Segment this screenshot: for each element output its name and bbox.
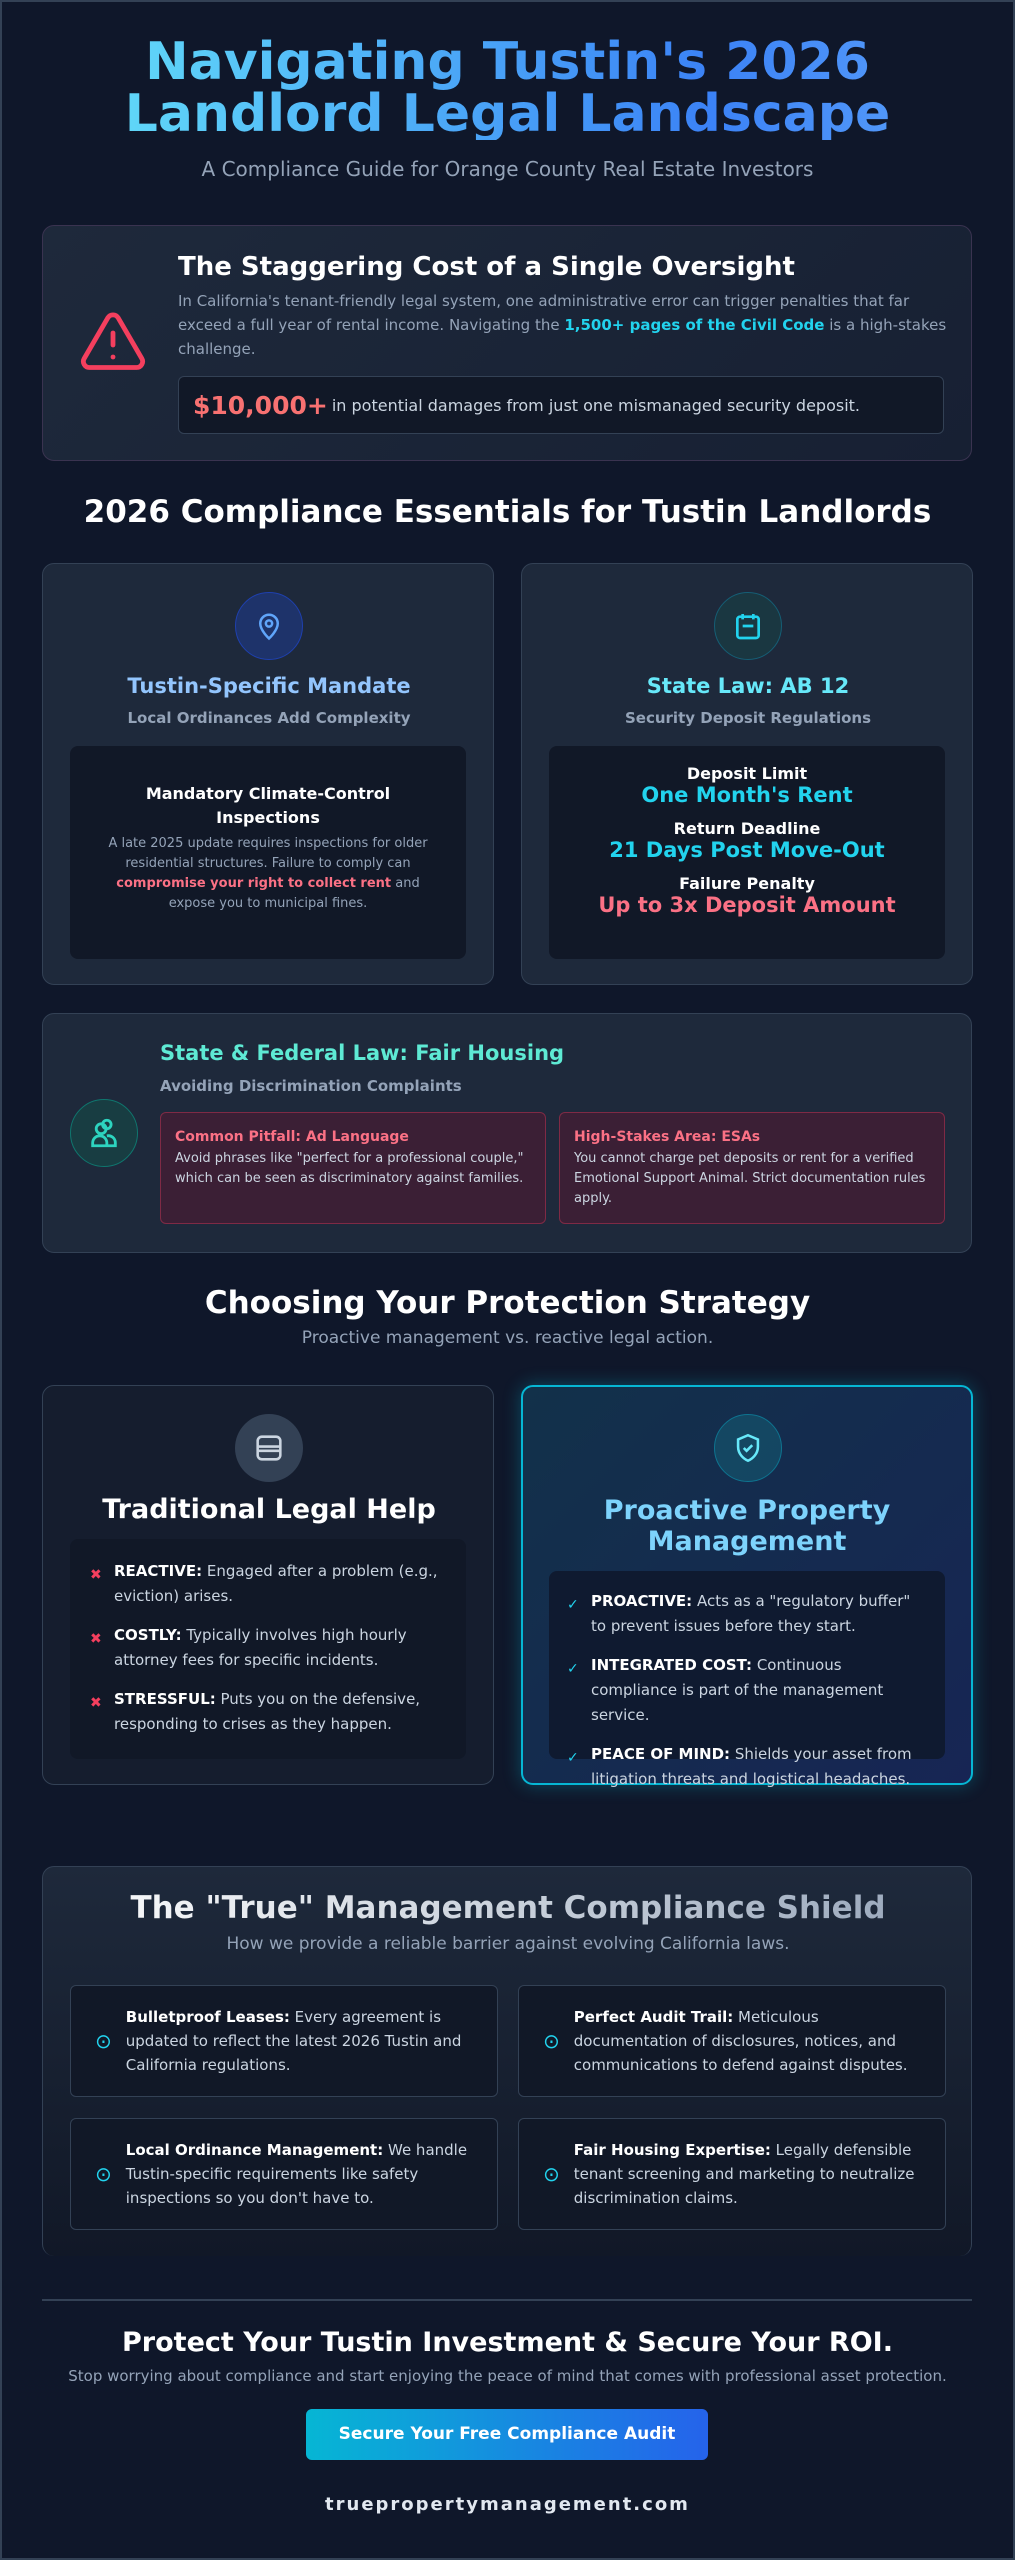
deposit-limit-label: Deposit Limit bbox=[686, 764, 808, 783]
list-item: ✓ PEACE OF MIND: Shields your asset from … bbox=[567, 1742, 929, 1792]
deposit-limit-value: One Month's Rent bbox=[641, 783, 853, 807]
return-deadline-label: Return Deadline bbox=[673, 819, 821, 838]
fair-housing-subtitle: Avoiding Discrimination Complaints bbox=[160, 1077, 462, 1095]
x-icon: ✖ bbox=[90, 1631, 102, 1647]
ab12-title: State Law: AB 12 bbox=[646, 674, 850, 698]
list-item: ✖ REACTIVE: Engaged after a problem (e.g.… bbox=[90, 1559, 446, 1609]
traditional-title: Traditional Legal Help bbox=[102, 1494, 436, 1525]
feature-local-ordinance: ⊙ Local Ordinance Management: We handle T… bbox=[70, 2118, 498, 2230]
pitfall-esas: High-Stakes Area: ESAs You cannot charge … bbox=[559, 1112, 945, 1224]
alert-title: The Staggering Cost of a Single Oversigh… bbox=[178, 252, 795, 282]
ab12-detail-box: Deposit Limit One Month's Rent Return De… bbox=[549, 746, 945, 959]
proactive-list: ✓ PROACTIVE: Acts as a "regulatory buffer… bbox=[549, 1571, 945, 1788]
tustin-mandate-card: Tustin-Specific Mandate Local Ordinances… bbox=[42, 563, 494, 985]
page-subtitle: A Compliance Guide for Orange County Rea… bbox=[201, 157, 814, 181]
failure-penalty-value: Up to 3x Deposit Amount bbox=[598, 893, 896, 917]
x-icon: ✖ bbox=[90, 1567, 102, 1583]
return-deadline-value: 21 Days Post Move-Out bbox=[609, 838, 885, 862]
shield-subtitle: How we provide a reliable barrier agains… bbox=[226, 1934, 790, 1954]
warning-triangle-icon bbox=[81, 312, 145, 370]
check-circle-icon: ⊙ bbox=[95, 2029, 112, 2053]
fair-housing-title: State & Federal Law: Fair Housing bbox=[160, 1041, 565, 1065]
cta-title: Protect Your Tustin Investment & Secure … bbox=[122, 2327, 893, 2358]
feature-fair-housing: ⊙ Fair Housing Expertise: Legally defensi… bbox=[518, 2118, 946, 2230]
tustin-box-title: Mandatory Climate-Control Inspections bbox=[145, 784, 391, 827]
divider bbox=[42, 2299, 972, 2301]
feature-audit-trail: ⊙ Perfect Audit Trail: Meticulous documen… bbox=[518, 1985, 946, 2097]
damages-callout: $10,000+ in potential damages from just … bbox=[178, 376, 944, 434]
archive-icon bbox=[235, 1414, 303, 1482]
strategy-subtitle: Proactive management vs. reactive legal … bbox=[301, 1328, 714, 1348]
proactive-management-card: Proactive Property Management ✓ PROACTIVE… bbox=[521, 1385, 973, 1788]
check-circle-icon: ⊙ bbox=[543, 2029, 560, 2053]
traditional-legal-card: Traditional Legal Help ✖ REACTIVE: Engage… bbox=[42, 1385, 494, 1785]
failure-penalty-label: Failure Penalty bbox=[679, 874, 815, 893]
check-circle-icon: ⊙ bbox=[95, 2162, 112, 2186]
proactive-title: Proactive Property Management bbox=[603, 1495, 891, 1557]
check-icon: ✓ bbox=[567, 1597, 579, 1613]
ab12-card: State Law: AB 12 Security Deposit Regula… bbox=[521, 563, 973, 985]
shield-check-icon bbox=[714, 1414, 782, 1482]
website-link[interactable]: truepropertymanagement.com bbox=[325, 2494, 690, 2515]
map-pin-icon bbox=[235, 592, 303, 660]
calendar-icon bbox=[714, 592, 782, 660]
tustin-detail-box: Mandatory Climate-Control Inspections A … bbox=[70, 746, 466, 959]
list-item: ✖ STRESSFUL: Puts you on the defensive, r… bbox=[90, 1687, 446, 1737]
feature-bulletproof-leases: ⊙ Bulletproof Leases: Every agreement is … bbox=[70, 1985, 498, 2097]
list-item: ✖ COSTLY: Typically involves high hourly … bbox=[90, 1623, 446, 1673]
cost-alert-card: The Staggering Cost of a Single Oversigh… bbox=[42, 225, 972, 461]
tustin-box-body: A late 2025 update requires inspections … bbox=[108, 836, 428, 911]
check-icon: ✓ bbox=[567, 1750, 579, 1766]
tustin-title: Tustin-Specific Mandate bbox=[127, 674, 411, 698]
cta-subtitle: Stop worrying about compliance and start… bbox=[68, 2367, 947, 2385]
fair-housing-card: State & Federal Law: Fair Housing Avoidi… bbox=[42, 1013, 972, 1253]
check-circle-icon: ⊙ bbox=[543, 2162, 560, 2186]
users-icon bbox=[70, 1099, 138, 1167]
alert-body: In California's tenant-friendly legal sy… bbox=[178, 292, 947, 358]
ab12-subtitle: Security Deposit Regulations bbox=[624, 709, 871, 727]
page-title: Navigating Tustin's 2026 Landlord Legal L… bbox=[0, 36, 1015, 140]
list-item: ✓ PROACTIVE: Acts as a "regulatory buffer… bbox=[567, 1589, 929, 1639]
strategy-heading: Choosing Your Protection Strategy bbox=[204, 1285, 811, 1321]
free-audit-button[interactable]: Secure Your Free Compliance Audit bbox=[306, 2409, 708, 2460]
tustin-subtitle: Local Ordinances Add Complexity bbox=[127, 709, 411, 727]
shield-title: The "True" Management Compliance Shield bbox=[43, 1890, 973, 1926]
pitfall-ad-language: Common Pitfall: Ad Language Avoid phrases… bbox=[160, 1112, 546, 1224]
check-icon: ✓ bbox=[567, 1661, 579, 1677]
list-item: ✓ INTEGRATED COST: Continuous compliance … bbox=[567, 1653, 929, 1728]
traditional-list: ✖ REACTIVE: Engaged after a problem (e.g.… bbox=[70, 1539, 466, 1759]
essentials-heading: 2026 Compliance Essentials for Tustin La… bbox=[83, 494, 932, 530]
x-icon: ✖ bbox=[90, 1695, 102, 1711]
